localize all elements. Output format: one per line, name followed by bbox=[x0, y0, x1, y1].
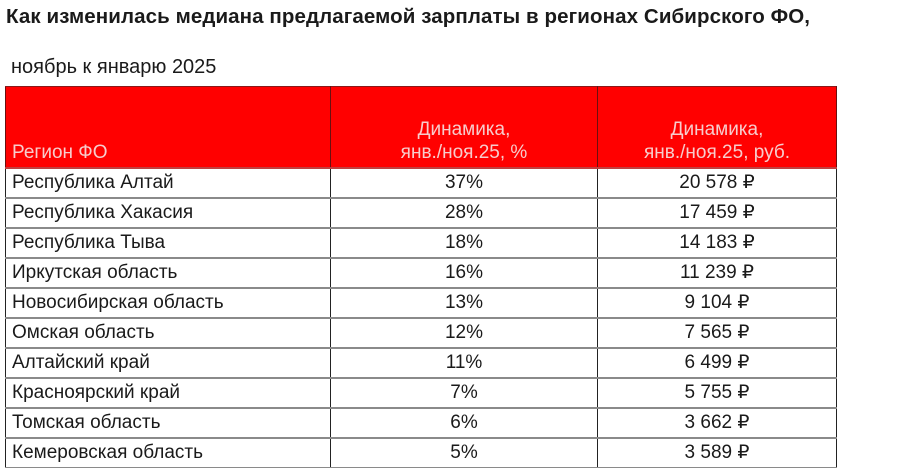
cell-region: Томская область bbox=[5, 407, 331, 438]
cell-percent: 16% bbox=[330, 257, 598, 288]
cell-region: Новосибирская область bbox=[5, 287, 331, 318]
column-header-percent-line1: Динамика, bbox=[417, 119, 511, 140]
cell-rubles: 5 755 ₽ bbox=[597, 377, 837, 408]
table-row: Омская область 12% 7 565 ₽ bbox=[5, 317, 837, 348]
cell-region: Республика Хакасия bbox=[5, 197, 331, 228]
table-row: Республика Тыва 18% 14 183 ₽ bbox=[5, 227, 837, 258]
cell-region: Иркутская область bbox=[5, 257, 331, 288]
salary-dynamics-table: Регион ФО Динамика, янв./ноя.25, % Динам… bbox=[5, 86, 837, 468]
cell-region: Омская область bbox=[5, 317, 331, 348]
cell-percent: 11% bbox=[330, 347, 598, 378]
column-header-percent: Динамика, янв./ноя.25, % bbox=[330, 86, 598, 168]
cell-percent: 28% bbox=[330, 197, 598, 228]
table-row: Кемеровская область 5% 3 589 ₽ bbox=[5, 437, 837, 468]
column-header-rubles-line1: Динамика, bbox=[670, 119, 764, 140]
cell-region: Алтайский край bbox=[5, 347, 331, 378]
cell-percent: 5% bbox=[330, 437, 598, 468]
column-header-rubles-line2: янв./ноя.25, руб. bbox=[644, 142, 790, 163]
table-row: Иркутская область 16% 11 239 ₽ bbox=[5, 257, 837, 288]
cell-region: Красноярский край bbox=[5, 377, 331, 408]
table-row: Республика Хакасия 28% 17 459 ₽ bbox=[5, 197, 837, 228]
cell-region: Республика Алтай bbox=[5, 167, 331, 198]
cell-rubles: 17 459 ₽ bbox=[597, 197, 837, 228]
table-header-row: Регион ФО Динамика, янв./ноя.25, % Динам… bbox=[5, 86, 837, 168]
cell-rubles: 20 578 ₽ bbox=[597, 167, 837, 198]
cell-rubles: 3 662 ₽ bbox=[597, 407, 837, 438]
table-row: Алтайский край 11% 6 499 ₽ bbox=[5, 347, 837, 378]
page-subtitle: ноябрь к январю 2025 bbox=[11, 56, 217, 78]
table-row: Красноярский край 7% 5 755 ₽ bbox=[5, 377, 837, 408]
cell-rubles: 14 183 ₽ bbox=[597, 227, 837, 258]
cell-rubles: 11 239 ₽ bbox=[597, 257, 837, 288]
cell-percent: 7% bbox=[330, 377, 598, 408]
cell-percent: 18% bbox=[330, 227, 598, 258]
column-header-rubles: Динамика, янв./ноя.25, руб. bbox=[597, 86, 837, 168]
column-header-region-label: Регион ФО bbox=[12, 142, 108, 163]
cell-rubles: 7 565 ₽ bbox=[597, 317, 837, 348]
cell-region: Республика Тыва bbox=[5, 227, 331, 258]
cell-rubles: 3 589 ₽ bbox=[597, 437, 837, 468]
column-header-region: Регион ФО bbox=[5, 86, 331, 168]
cell-rubles: 6 499 ₽ bbox=[597, 347, 837, 378]
page-title: Как изменилась медиана предлагаемой зарп… bbox=[6, 5, 811, 28]
cell-percent: 37% bbox=[330, 167, 598, 198]
table-row: Томская область 6% 3 662 ₽ bbox=[5, 407, 837, 438]
cell-percent: 13% bbox=[330, 287, 598, 318]
column-header-percent-line2: янв./ноя.25, % bbox=[400, 142, 528, 163]
cell-rubles: 9 104 ₽ bbox=[597, 287, 837, 318]
cell-percent: 6% bbox=[330, 407, 598, 438]
table-row: Республика Алтай 37% 20 578 ₽ bbox=[5, 167, 837, 198]
cell-region: Кемеровская область bbox=[5, 437, 331, 468]
table-row: Новосибирская область 13% 9 104 ₽ bbox=[5, 287, 837, 318]
cell-percent: 12% bbox=[330, 317, 598, 348]
